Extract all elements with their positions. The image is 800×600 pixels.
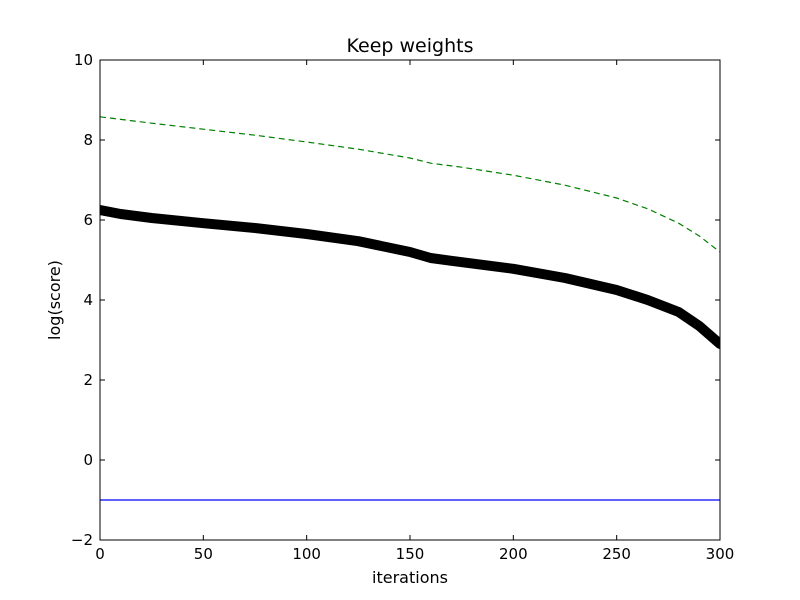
y-axis-label: log(score) xyxy=(45,260,64,340)
y-tick-label: 8 xyxy=(83,131,93,149)
y-tick-label: 0 xyxy=(83,451,93,469)
plot-frame xyxy=(99,59,721,541)
y-tick-label: 10 xyxy=(74,51,93,69)
x-tick-label: 300 xyxy=(706,545,735,563)
x-tick-label: 150 xyxy=(396,545,425,563)
y-tick-label: 4 xyxy=(83,291,93,309)
chart-title: Keep weights xyxy=(347,35,474,57)
y-tick-label: 6 xyxy=(83,211,93,229)
x-tick-label: 100 xyxy=(292,545,321,563)
x-tick-label: 0 xyxy=(95,545,105,563)
x-tick-label: 250 xyxy=(602,545,631,563)
series-1-line xyxy=(100,116,720,253)
series-0-line xyxy=(100,205,720,349)
x-axis-label: iterations xyxy=(372,568,448,587)
y-tick-label: −2 xyxy=(71,531,93,549)
plot-area xyxy=(100,116,720,501)
x-tick-label: 50 xyxy=(194,545,213,563)
y-tick-label: 2 xyxy=(83,371,93,389)
x-tick-label: 200 xyxy=(499,545,528,563)
